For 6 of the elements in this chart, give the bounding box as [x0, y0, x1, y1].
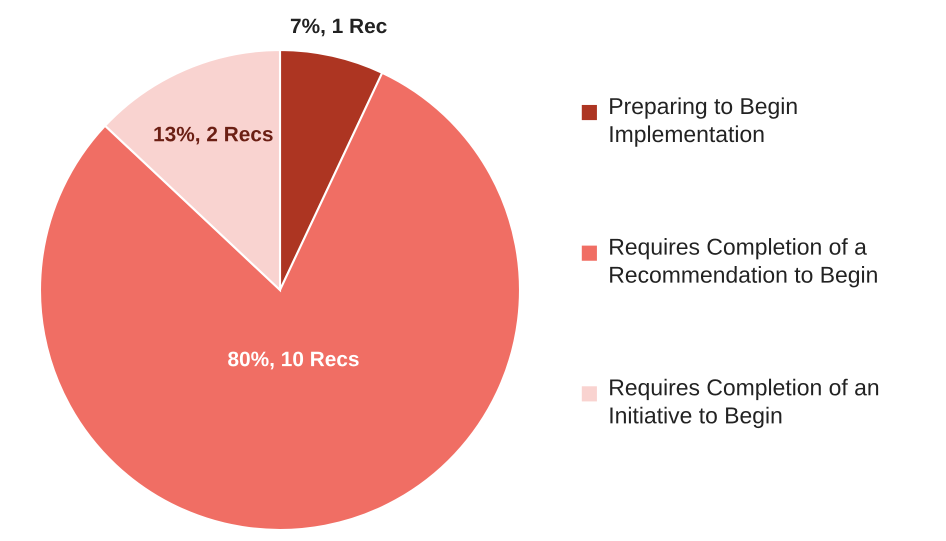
data-label: 80%, 10 Recs [228, 352, 359, 370]
data-label: 7%, 1 Rec [290, 18, 387, 36]
legend-label: Requires Completion of an Initiative to Begin [610, 378, 878, 428]
legend-label: Requires Completion of a Recommendation to Begin [610, 238, 877, 288]
legend-label: Preparing to Begin Implementation [610, 97, 797, 147]
data-label: 13%, 2 Recs [154, 126, 273, 144]
